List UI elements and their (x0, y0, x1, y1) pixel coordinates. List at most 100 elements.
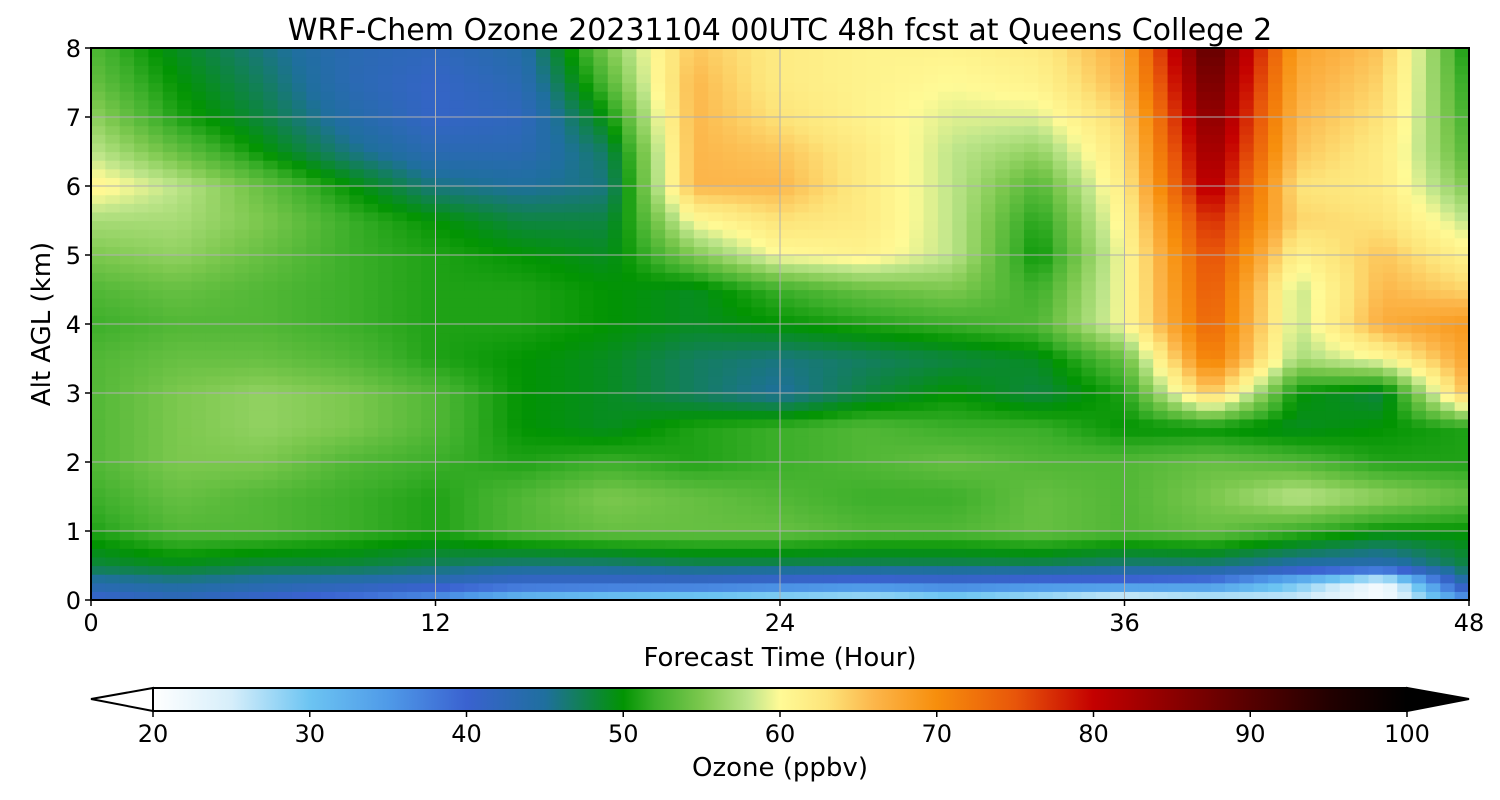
heat-cell (1038, 531, 1054, 541)
heat-cell (320, 418, 336, 429)
heat-cell (1067, 237, 1083, 247)
heat-cell (794, 436, 810, 446)
heat-cell (148, 203, 164, 213)
heat-cell (937, 229, 953, 239)
heat-cell (1009, 151, 1025, 161)
heat-cell (320, 393, 336, 403)
heat-cell (1067, 384, 1083, 394)
heat-cell (1440, 513, 1456, 523)
heat-cell (995, 315, 1011, 325)
heat-cell (736, 591, 752, 600)
heat-cell (1110, 591, 1126, 600)
heat-cell (291, 272, 307, 282)
heat-cell (1268, 177, 1283, 187)
heat-cell (780, 393, 795, 403)
heat-cell (1239, 255, 1255, 265)
heat-cell (823, 186, 839, 196)
heat-cell (866, 160, 882, 170)
heat-cell (1239, 263, 1255, 273)
heat-cell (492, 531, 508, 541)
heat-cell (263, 186, 279, 196)
heat-cell (866, 470, 882, 480)
heat-cell (708, 298, 724, 308)
heat-cell (1067, 367, 1083, 377)
heat-cell (1210, 453, 1226, 463)
heat-cell (1368, 220, 1384, 230)
heat-cell (593, 358, 609, 368)
heat-cell (622, 539, 638, 549)
heat-cell (1024, 505, 1039, 515)
heat-cell (851, 332, 867, 342)
heat-cell (378, 280, 394, 291)
heat-cell (851, 160, 867, 170)
heat-cell (406, 263, 422, 273)
heat-cell (823, 401, 839, 411)
heat-cell (1081, 160, 1097, 170)
heat-cell (1282, 263, 1298, 273)
heat-cell (205, 358, 221, 368)
heat-cell (794, 487, 810, 498)
heat-cell (650, 367, 666, 377)
heat-cell (894, 505, 910, 515)
heat-cell (808, 556, 824, 567)
heat-cell (751, 470, 767, 480)
heat-cell (1239, 229, 1255, 239)
heat-cell (234, 496, 250, 506)
heat-cell (937, 315, 953, 325)
heat-cell (880, 263, 896, 273)
heat-cell (607, 556, 623, 567)
heat-cell (1368, 427, 1384, 437)
heat-cell (1095, 237, 1111, 247)
heat-cell (866, 177, 882, 187)
heat-cell (1411, 367, 1427, 377)
heat-cell (1052, 548, 1068, 558)
heat-cell (909, 462, 925, 472)
heat-cell (263, 393, 279, 403)
heat-cell (736, 203, 752, 213)
heat-cell (335, 556, 350, 567)
heat-cell (1167, 427, 1183, 437)
heat-cell (1354, 341, 1370, 351)
heat-cell (995, 565, 1011, 575)
heat-cell (335, 574, 350, 584)
heat-cell (1325, 453, 1341, 463)
heat-cell (808, 177, 824, 187)
heat-cell (550, 367, 566, 377)
heat-cell (1067, 470, 1083, 480)
heat-cell (593, 237, 609, 247)
heat-cell (335, 427, 350, 437)
heat-cell (1339, 462, 1355, 472)
heat-cell (995, 367, 1011, 377)
heat-cell (995, 280, 1011, 291)
heat-cell (1153, 349, 1169, 360)
heat-cell (937, 306, 953, 316)
heat-cell (1095, 565, 1111, 575)
heat-cell (148, 462, 164, 472)
heat-cell (980, 418, 996, 429)
heat-cell (134, 496, 150, 506)
heat-cell (320, 574, 336, 584)
heat-cell (1440, 289, 1456, 299)
heat-cell (1067, 479, 1083, 489)
heat-cell (378, 513, 394, 523)
heat-cell (808, 367, 824, 377)
heat-cell (736, 272, 752, 282)
heat-cell (980, 591, 996, 600)
heat-cell (866, 349, 882, 360)
heat-cell (1224, 591, 1240, 600)
heat-cell (837, 203, 853, 213)
heat-cell (1196, 393, 1212, 403)
heat-cell (177, 462, 193, 472)
heat-cell (837, 384, 853, 394)
heat-cell (693, 255, 709, 265)
heat-cell (349, 289, 365, 299)
heat-cell (780, 237, 795, 247)
heat-cell (1354, 186, 1370, 196)
heat-cell (1325, 479, 1341, 489)
heat-cell (564, 255, 580, 265)
heat-cell (722, 367, 738, 377)
heat-cell (579, 306, 594, 316)
heat-cell (880, 220, 896, 230)
heat-cell (263, 487, 279, 498)
heat-cell (894, 574, 910, 584)
